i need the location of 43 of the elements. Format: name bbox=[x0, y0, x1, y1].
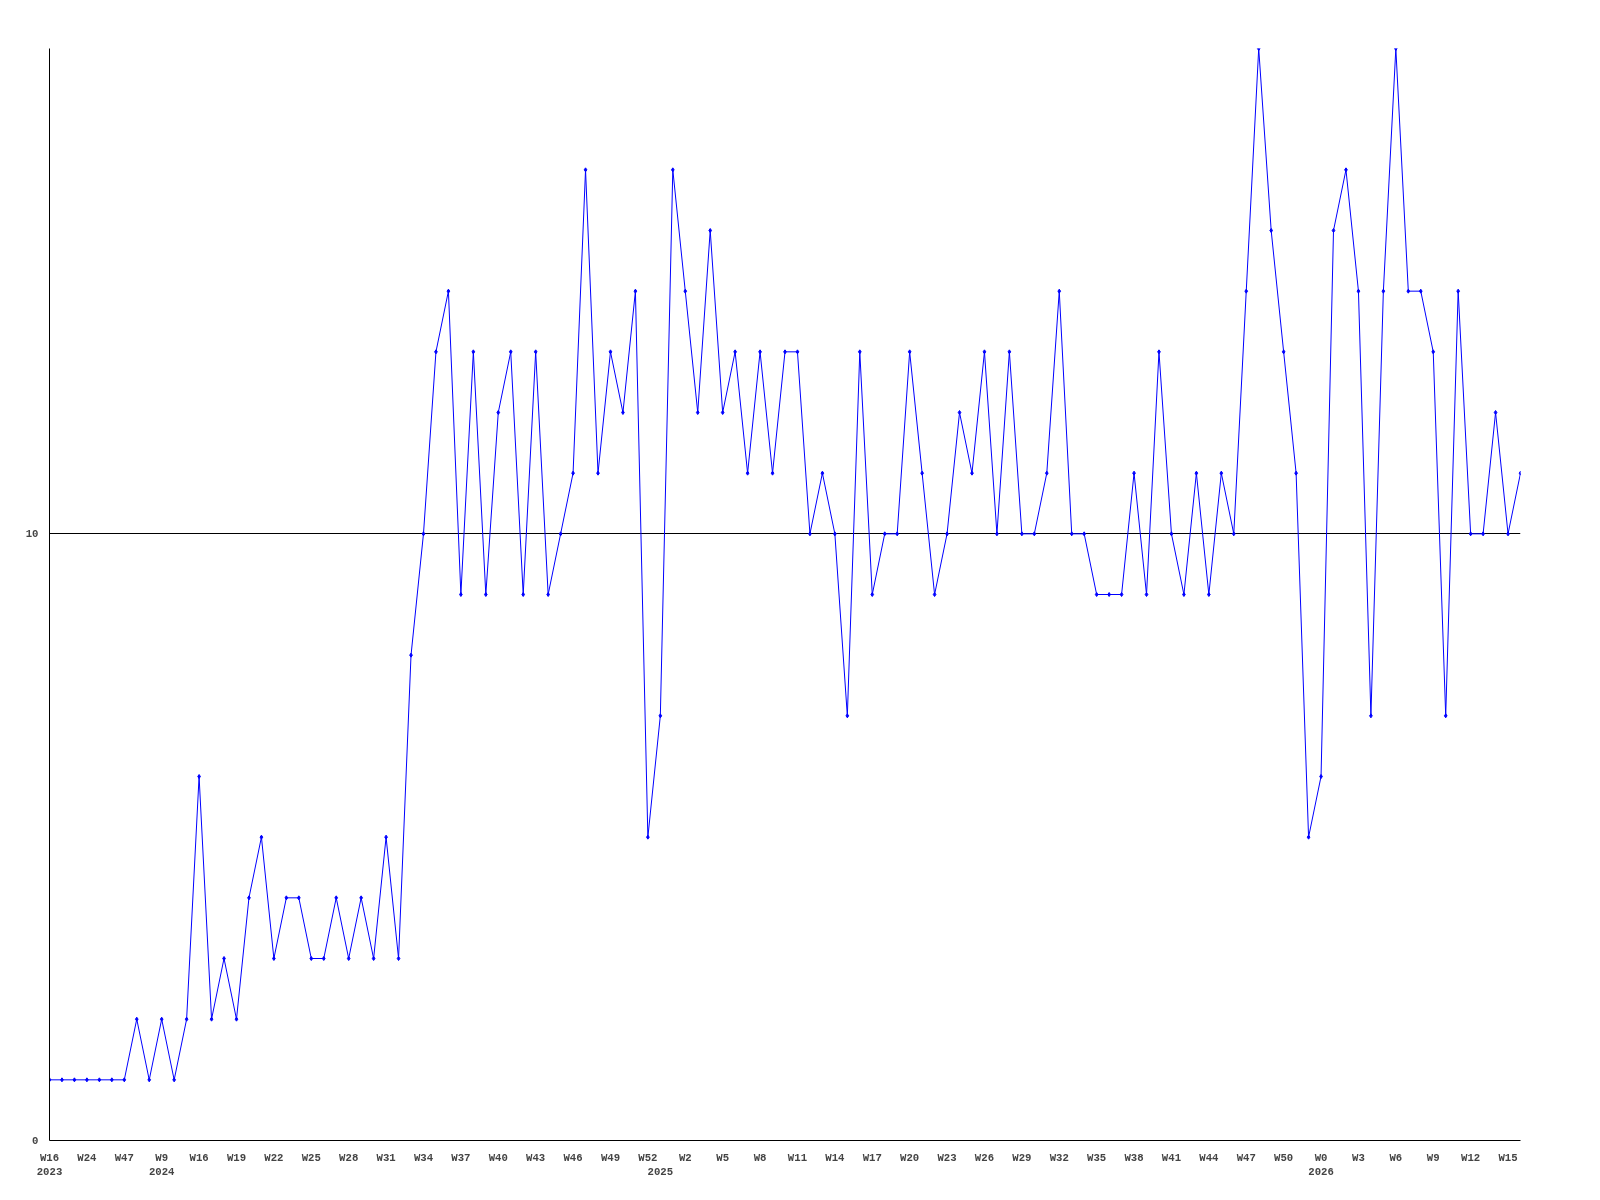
x-tick-label: W26 bbox=[974, 1151, 995, 1164]
x-tick-label: 2025 bbox=[647, 1165, 674, 1178]
x-tick-label: W23 bbox=[937, 1151, 957, 1164]
x-tick-label: W12 bbox=[1461, 1151, 1481, 1164]
x-tick-label: W20 bbox=[900, 1151, 920, 1164]
y-tick-label: 10 bbox=[25, 528, 39, 541]
x-tick-label: W3 bbox=[1352, 1151, 1365, 1164]
x-tick-label: W41 bbox=[1161, 1151, 1182, 1164]
x-tick-label: W32 bbox=[1049, 1151, 1069, 1164]
x-tick-label: W6 bbox=[1389, 1151, 1403, 1164]
x-tick-label: W16 2023 bbox=[36, 1151, 63, 1178]
x-tick-label: W0 2026 bbox=[1308, 1151, 1334, 1178]
x-tick-label: W15 bbox=[1498, 1151, 1518, 1164]
x-tick-label: W5 bbox=[716, 1151, 730, 1164]
x-tick-label: W44 bbox=[1199, 1151, 1220, 1164]
x-tick-label: W34 bbox=[413, 1151, 434, 1164]
x-tick-label: W47 bbox=[114, 1151, 134, 1164]
x-tick-label: W37 bbox=[451, 1151, 471, 1164]
y-tick-label: 0 bbox=[32, 1135, 39, 1147]
x-tick-label: W49 bbox=[600, 1151, 621, 1164]
x-tick-label: W29 bbox=[1012, 1151, 1032, 1164]
x-tick-label: W31 bbox=[376, 1151, 396, 1164]
x-tick-label: W43 bbox=[526, 1151, 546, 1164]
x-tick-label: W35 bbox=[1087, 1151, 1107, 1164]
x-tick-label: W46 bbox=[563, 1151, 583, 1164]
x-tick-label: W16 bbox=[189, 1151, 209, 1164]
x-tick-label: W14 bbox=[825, 1151, 846, 1164]
x-tick-label: W11 bbox=[787, 1151, 808, 1164]
x-tick-label: W38 bbox=[1124, 1151, 1144, 1164]
x-tick-label: W8 bbox=[753, 1151, 767, 1164]
x-tick-label: W9 bbox=[1426, 1151, 1440, 1164]
x-tick-label: W2 bbox=[678, 1151, 692, 1164]
x-tick-label: W47 bbox=[1236, 1151, 1256, 1164]
x-tick-label: W19 bbox=[226, 1151, 247, 1164]
x-tick-label: W9 2024 bbox=[148, 1151, 176, 1178]
x-tick-label: W50 bbox=[1274, 1151, 1294, 1164]
x-tick-label: W17 bbox=[862, 1151, 882, 1164]
x-tick-label: W25 bbox=[301, 1151, 321, 1164]
x-tick-label: W24 bbox=[77, 1151, 98, 1164]
x-tick-label: W28 bbox=[339, 1151, 359, 1164]
x-tick-label: W22 bbox=[264, 1151, 284, 1164]
x-tick-label: W52 bbox=[638, 1151, 658, 1164]
x-tick-label: W40 bbox=[488, 1151, 508, 1164]
